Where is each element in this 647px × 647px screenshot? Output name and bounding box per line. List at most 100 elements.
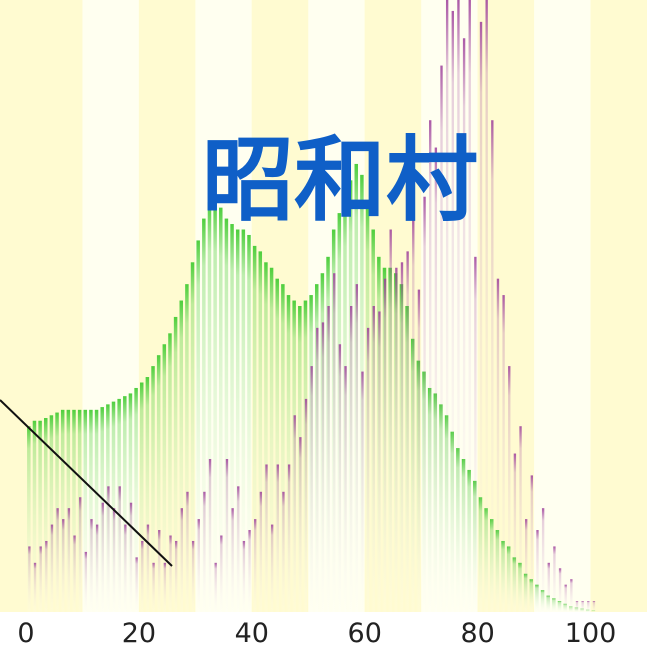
chart-title: 昭和村 <box>202 127 478 234</box>
purple-bar-90 <box>536 530 538 612</box>
purple-bar-15 <box>113 508 115 612</box>
purple-bar-94 <box>559 568 561 612</box>
purple-bar-7 <box>68 508 70 612</box>
purple-bar-86 <box>514 454 516 612</box>
purple-bar-85 <box>508 366 510 612</box>
purple-bar-16 <box>119 486 121 612</box>
purple-bar-18 <box>130 503 132 612</box>
purple-bar-5 <box>56 508 58 612</box>
purple-bar-61 <box>373 306 375 612</box>
purple-bar-50 <box>310 366 312 612</box>
purple-bar-26 <box>175 541 177 612</box>
purple-bar-98 <box>581 601 583 612</box>
purple-bar-38 <box>243 541 245 612</box>
purple-bar-89 <box>531 475 533 612</box>
purple-bar-40 <box>254 519 256 612</box>
purple-bar-99 <box>587 601 589 612</box>
purple-bar-22 <box>152 563 154 612</box>
purple-bar-53 <box>327 306 329 612</box>
purple-bar-63 <box>384 279 386 612</box>
purple-bar-30 <box>198 519 200 612</box>
purple-bar-64 <box>390 230 392 613</box>
purple-bar-62 <box>378 311 380 612</box>
purple-bar-36 <box>231 508 233 612</box>
purple-bar-80 <box>480 22 482 612</box>
purple-bar-0 <box>28 546 30 612</box>
purple-bar-57 <box>350 306 352 612</box>
x-tick-label-4: 80 <box>460 618 494 647</box>
purple-bar-59 <box>361 372 363 612</box>
purple-bar-55 <box>339 344 341 612</box>
purple-bar-93 <box>553 546 555 612</box>
purple-bar-41 <box>260 492 262 612</box>
purple-bar-20 <box>141 541 143 612</box>
purple-bar-10 <box>85 552 87 612</box>
band-10 <box>591 0 647 612</box>
purple-bar-47 <box>294 415 296 612</box>
purple-bar-31 <box>203 492 205 612</box>
purple-bar-82 <box>491 120 493 612</box>
purple-bar-19 <box>135 557 137 612</box>
purple-bar-42 <box>265 464 267 612</box>
purple-bar-88 <box>525 519 527 612</box>
purple-bar-69 <box>418 290 420 612</box>
purple-bar-78 <box>469 0 471 612</box>
purple-bar-17 <box>124 525 126 612</box>
purple-bar-48 <box>299 437 301 612</box>
purple-bar-45 <box>282 492 284 612</box>
purple-bar-56 <box>344 366 346 612</box>
purple-bar-32 <box>209 459 211 612</box>
purple-bar-1 <box>34 563 36 612</box>
purple-bar-29 <box>192 541 194 612</box>
purple-bar-39 <box>248 530 250 612</box>
purple-bar-68 <box>412 219 414 612</box>
purple-bar-67 <box>406 251 408 612</box>
purple-bar-21 <box>147 525 149 612</box>
purple-bar-9 <box>79 497 81 612</box>
purple-bar-13 <box>102 503 104 612</box>
purple-bar-70 <box>423 197 425 612</box>
x-tick-label-2: 40 <box>235 618 269 647</box>
purple-bar-76 <box>457 0 459 612</box>
purple-bar-33 <box>215 563 217 612</box>
purple-bar-3 <box>45 541 47 612</box>
purple-bar-66 <box>401 262 403 612</box>
purple-bar-2 <box>39 546 41 612</box>
purple-bar-96 <box>570 579 572 612</box>
purple-bar-12 <box>96 525 98 612</box>
purple-bar-4 <box>51 525 53 612</box>
purple-bar-44 <box>277 464 279 612</box>
purple-bar-77 <box>463 38 465 612</box>
purple-bar-46 <box>288 464 290 612</box>
purple-bar-37 <box>237 486 239 612</box>
purple-bar-52 <box>322 322 324 612</box>
purple-bar-54 <box>333 273 335 612</box>
purple-bar-65 <box>395 268 397 612</box>
purple-bar-92 <box>548 563 550 612</box>
x-tick-label-0: 0 <box>17 618 34 647</box>
purple-bar-83 <box>497 279 499 612</box>
purple-bar-11 <box>90 519 92 612</box>
purple-bar-60 <box>367 328 369 612</box>
purple-bar-91 <box>542 508 544 612</box>
purple-bar-34 <box>220 536 222 613</box>
purple-bar-87 <box>519 426 521 612</box>
purple-bar-97 <box>576 601 578 612</box>
purple-bar-95 <box>565 585 567 612</box>
purple-bar-49 <box>305 399 307 612</box>
x-tick-label-5: 100 <box>565 618 617 647</box>
purple-bar-23 <box>158 530 160 612</box>
purple-bar-81 <box>485 0 487 612</box>
purple-bar-74 <box>446 0 448 612</box>
purple-bar-75 <box>452 11 454 612</box>
purple-bar-8 <box>73 536 75 613</box>
purple-bar-100 <box>593 601 595 612</box>
purple-bar-84 <box>502 295 504 612</box>
purple-bar-79 <box>474 257 476 612</box>
purple-bar-6 <box>62 519 64 612</box>
purple-bar-27 <box>181 508 183 612</box>
x-tick-label-1: 20 <box>122 618 156 647</box>
green-bar-33 <box>213 202 217 612</box>
